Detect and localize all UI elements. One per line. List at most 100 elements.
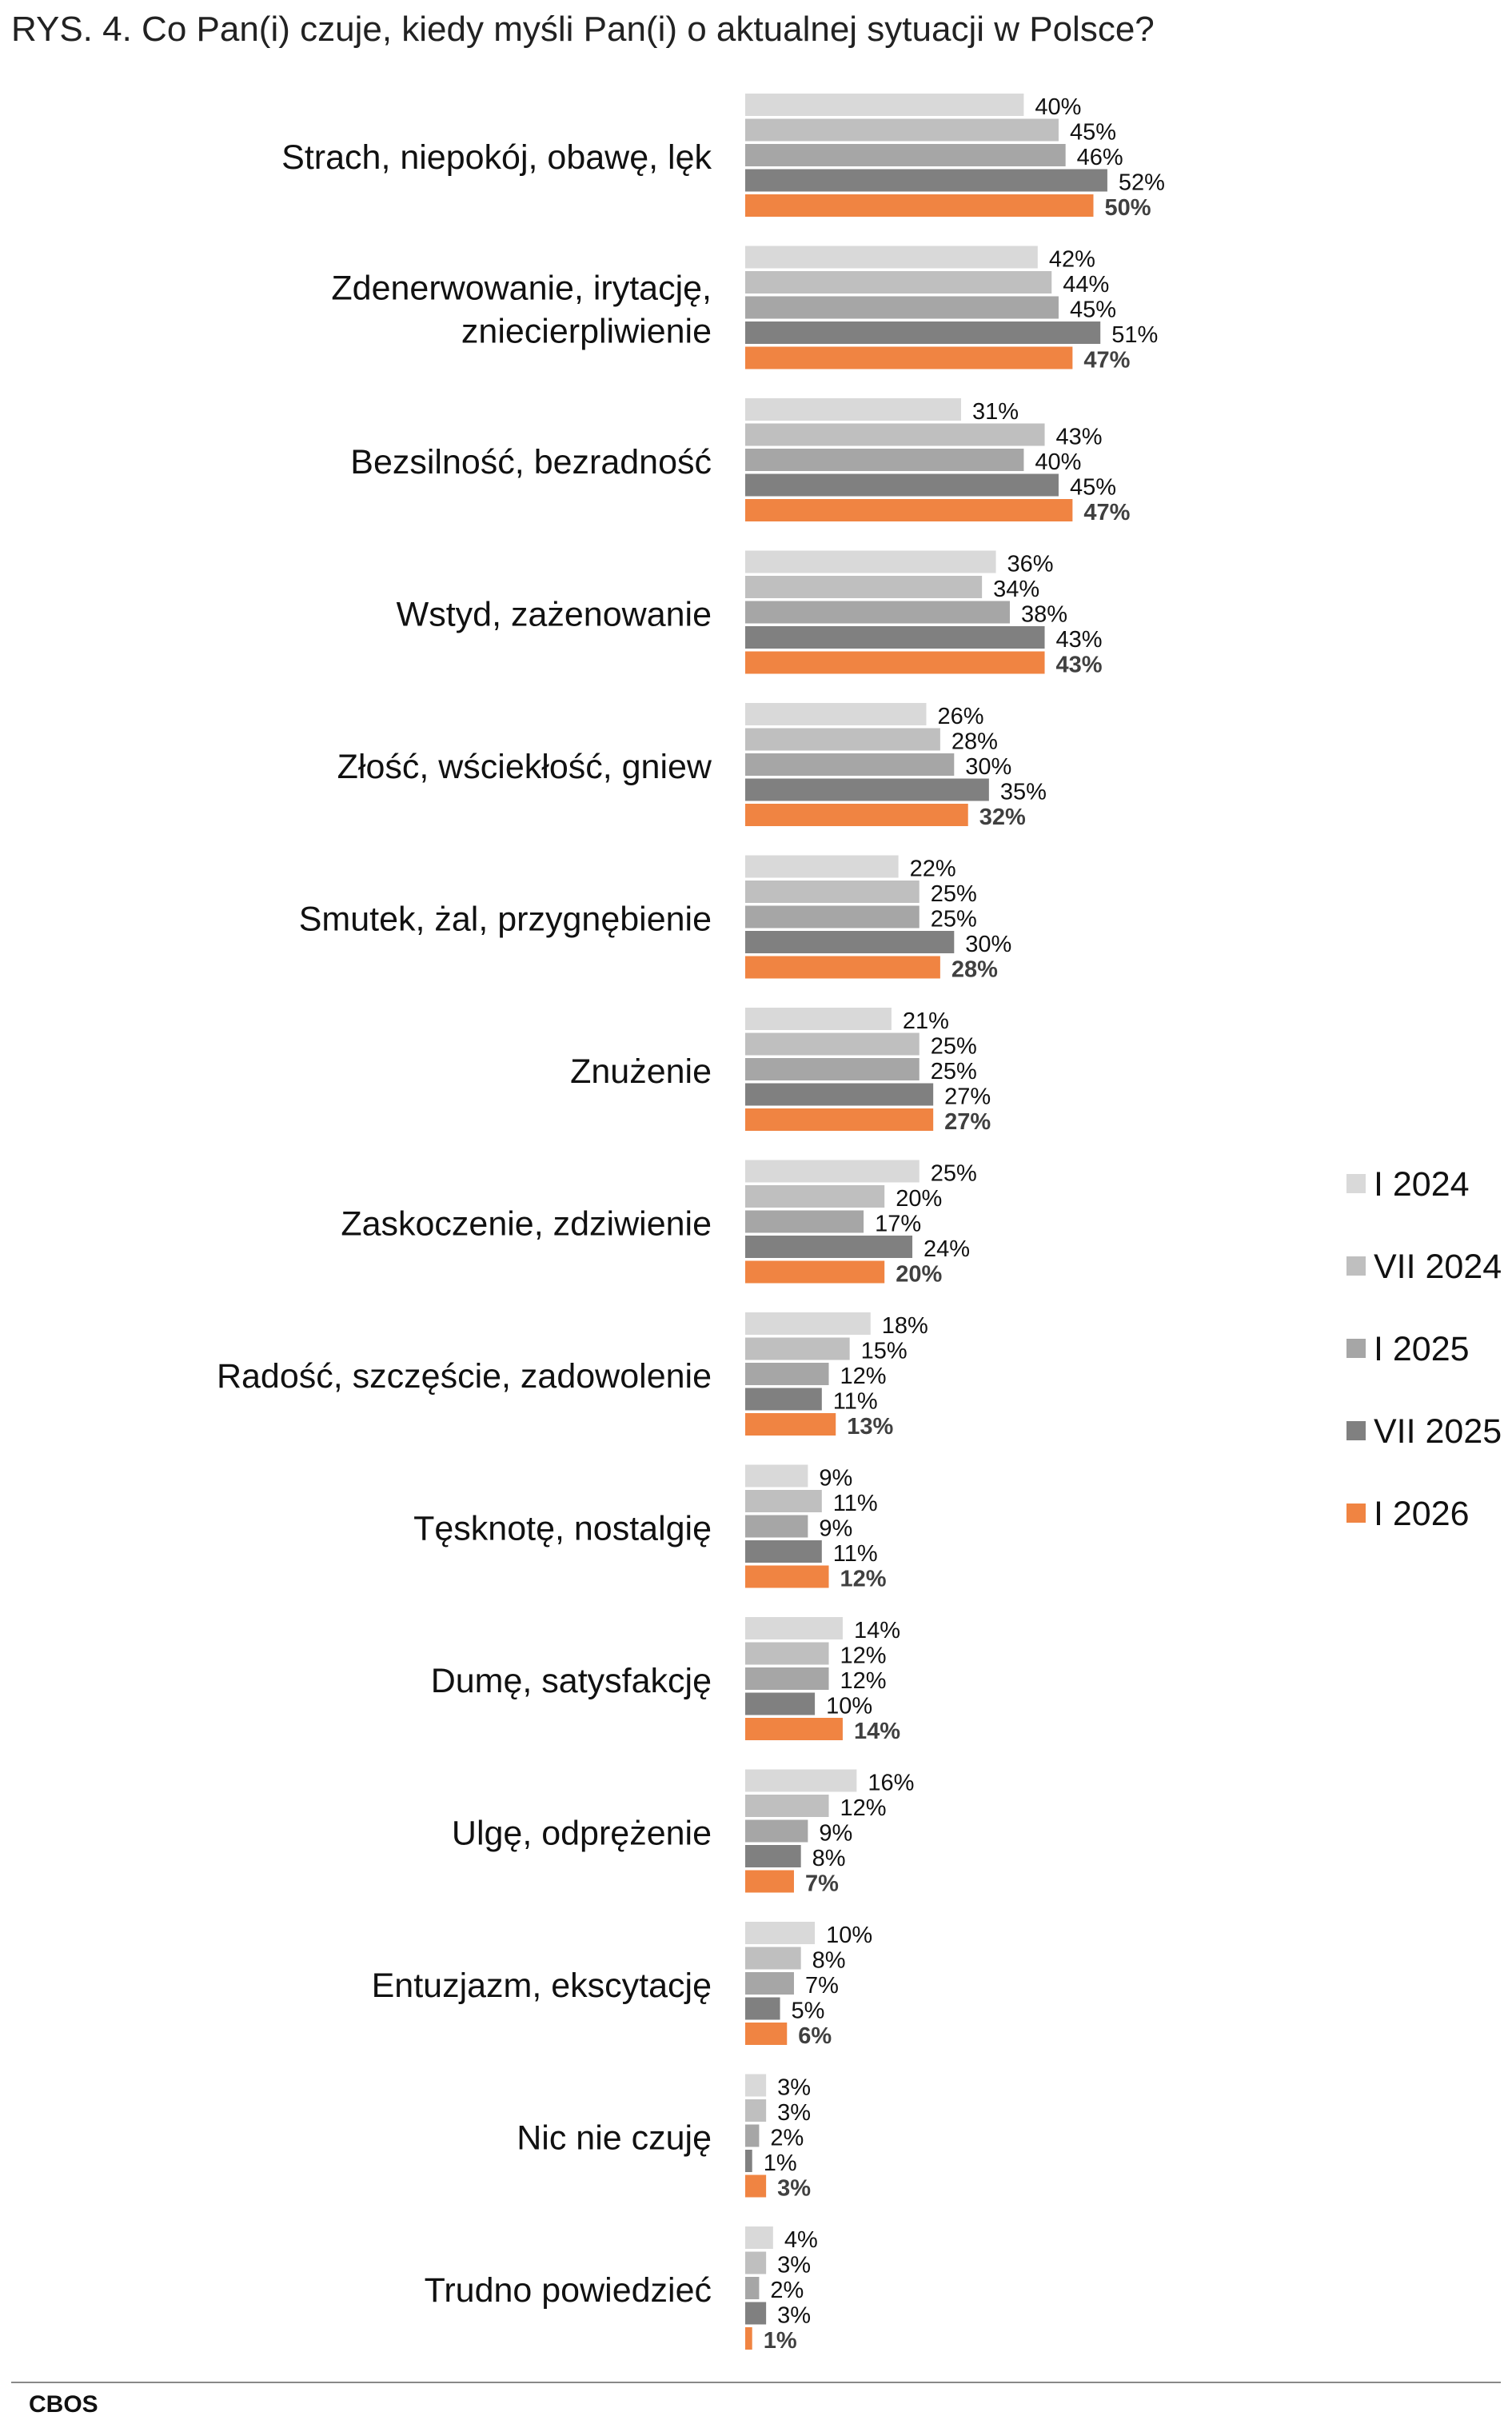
bar (745, 1464, 808, 1488)
category-label: Dumę, satysfakcję (431, 1662, 712, 1700)
legend-swatch (1346, 1256, 1366, 1276)
bar (745, 94, 1024, 116)
bar (745, 576, 983, 598)
bar (745, 1819, 808, 1843)
category-label: Nic nie czuję (517, 2119, 712, 2157)
bar (745, 1718, 843, 1740)
data-label: 52% (1119, 170, 1165, 196)
legend-label: I 2025 (1374, 1330, 1470, 1368)
data-label: 25% (931, 907, 977, 932)
bar (745, 321, 1101, 344)
data-label: 1% (764, 2150, 797, 2176)
data-label: 11% (833, 1491, 878, 1516)
bar (745, 1947, 801, 1970)
data-label: 38% (1021, 602, 1067, 628)
footer-divider (11, 2382, 1501, 2383)
bar (745, 1617, 843, 1639)
data-label: 36% (1007, 552, 1054, 577)
data-label: 30% (965, 932, 1011, 957)
data-label: 15% (861, 1339, 908, 1364)
bar (745, 144, 1066, 166)
data-label: 31% (972, 399, 1019, 425)
data-label: 25% (931, 1034, 977, 1060)
data-label: 51% (1111, 322, 1158, 348)
data-label: 28% (951, 729, 998, 755)
bar (745, 956, 940, 979)
bar (745, 1642, 829, 1665)
bar (745, 931, 955, 953)
bar (745, 778, 989, 801)
category-label: Strach, niepokój, obawę, lęk (281, 138, 712, 177)
bar (745, 703, 927, 725)
bar (745, 2327, 752, 2350)
bar (745, 1565, 829, 1588)
bar (745, 601, 1010, 624)
data-label: 5% (792, 1999, 825, 2024)
data-label: 35% (1000, 780, 1047, 805)
chart-title: RYS. 4. Co Pan(i) czuje, kiedy myśli Pan… (11, 10, 1155, 49)
data-label: 20% (896, 1262, 942, 1288)
bar (745, 626, 1045, 649)
data-label: 1% (764, 2328, 797, 2354)
data-label: 18% (882, 1313, 928, 1339)
bar (745, 1972, 794, 1995)
data-label: 10% (826, 1694, 872, 1719)
bar (745, 1540, 822, 1563)
data-label: 43% (1056, 653, 1103, 678)
data-label: 25% (931, 1059, 977, 1084)
data-label: 22% (910, 857, 956, 882)
bar (745, 804, 968, 826)
bar (745, 2023, 788, 2045)
data-label: 14% (854, 1618, 900, 1643)
bar (745, 905, 920, 928)
data-label: 7% (805, 1871, 839, 1897)
bar (745, 855, 899, 878)
bar (745, 651, 1045, 674)
bar (745, 499, 1073, 521)
data-label: 27% (944, 1084, 991, 1110)
bar (745, 1260, 885, 1284)
data-label: 47% (1083, 500, 1130, 525)
data-label: 44% (1063, 272, 1109, 298)
bar (745, 169, 1107, 192)
data-label: 12% (840, 1364, 887, 1389)
bar (745, 1108, 934, 1131)
bar (745, 1692, 816, 1715)
data-label: 2% (770, 2126, 804, 2151)
data-label: 30% (965, 754, 1011, 780)
data-label: 40% (1035, 449, 1081, 475)
bar (745, 1236, 913, 1258)
legend-swatch (1346, 1421, 1366, 1440)
bar (745, 550, 996, 573)
data-label: 43% (1056, 425, 1103, 450)
bar (745, 1210, 864, 1233)
bar (745, 1490, 822, 1512)
bar (745, 473, 1059, 497)
data-label: 25% (931, 881, 977, 907)
data-label: 45% (1070, 298, 1116, 323)
bar (745, 1845, 801, 1867)
bar (745, 753, 955, 776)
category-label: Ulgę, odprężenie (452, 1814, 712, 1852)
category-label: Zaskoczenie, zdziwienie (341, 1204, 712, 1243)
bar (745, 1769, 857, 1792)
bar (745, 2226, 773, 2249)
bar (745, 1795, 829, 1817)
bar (745, 1922, 816, 1944)
bar (745, 271, 1052, 294)
data-label: 26% (937, 704, 983, 729)
bar (745, 1388, 822, 1411)
category-label: Entuzjazm, ekscytację (372, 1967, 712, 2005)
data-label: 43% (1056, 627, 1103, 653)
bar (745, 296, 1059, 319)
data-label: 50% (1105, 195, 1151, 221)
category-label: Smutek, żal, przygnębienie (299, 900, 712, 938)
bar (745, 1008, 892, 1030)
bar (745, 449, 1024, 471)
bar (745, 1413, 836, 1436)
bar (745, 346, 1073, 369)
data-label: 3% (777, 2075, 811, 2101)
category-label: Bezsilność, bezradność (350, 443, 712, 481)
bar (745, 728, 940, 751)
category-label: Znużenie (570, 1052, 712, 1091)
